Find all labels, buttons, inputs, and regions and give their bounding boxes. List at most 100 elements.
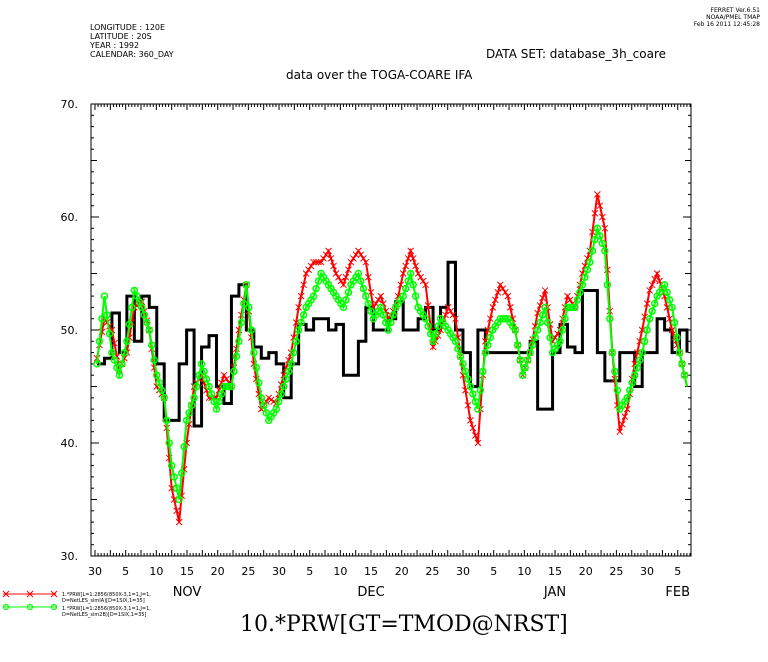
- red-x-marker: [596, 202, 604, 210]
- green-circle-marker: [568, 303, 577, 312]
- green-circle-marker: [613, 386, 622, 395]
- red-x-marker: [355, 247, 362, 255]
- metadata-block: LONGITUDE : 120E LATITUDE : 20S YEAR : 1…: [90, 23, 174, 59]
- red-x-marker: [111, 339, 118, 347]
- green-circle-marker: [541, 303, 549, 312]
- green-circle-marker: [182, 416, 191, 425]
- green-circle-marker: [150, 356, 159, 364]
- red-x-marker: [668, 326, 676, 334]
- red-x-marker: [407, 247, 415, 255]
- x-tick-label: 10: [333, 565, 347, 578]
- green-circle-marker: [464, 375, 472, 383]
- red-x-marker: [452, 315, 459, 323]
- green-circle-marker: [262, 409, 271, 417]
- green-circle-marker: [212, 405, 221, 413]
- green-circle-marker: [123, 337, 131, 346]
- green-circle-marker: [531, 333, 539, 342]
- green-circle-marker: [110, 356, 119, 364]
- green-circle-marker: [252, 363, 261, 372]
- green-circle-marker: [140, 311, 149, 319]
- red-x-marker: [337, 277, 345, 285]
- red-x-marker: [307, 262, 315, 270]
- green-circle-marker: [421, 314, 430, 323]
- red-x-marker: [648, 281, 656, 289]
- green-circle-marker: [469, 390, 477, 398]
- meta-calendar: CALENDAR: 360_DAY: [90, 50, 174, 59]
- green-circle-marker: [284, 367, 293, 376]
- green-circle-marker: [384, 326, 393, 334]
- green-circle-marker: [424, 322, 432, 330]
- red-x-marker: [486, 315, 494, 323]
- green-circle-marker: [511, 326, 519, 334]
- green-circle-marker: [205, 382, 213, 391]
- green-circle-marker: [312, 284, 320, 293]
- green-circle-marker: [556, 337, 564, 346]
- red-x-marker: [417, 273, 424, 281]
- ferret-version: FERRET Ver.6.51: [710, 7, 760, 14]
- green-circle-marker: [640, 337, 649, 346]
- green-circle-marker: [95, 337, 104, 346]
- green-circle-marker: [635, 356, 644, 364]
- red-x-marker: [594, 191, 601, 198]
- red-x-marker: [404, 255, 412, 262]
- green-circle-marker: [628, 378, 636, 387]
- red-x-marker: [377, 292, 385, 300]
- red-x-marker: [651, 275, 658, 283]
- red-x-marker: [489, 304, 497, 311]
- green-circle-marker: [143, 318, 151, 327]
- red-x-marker: [539, 294, 546, 302]
- green-circle-marker: [578, 281, 587, 289]
- x-tick-label: 5: [122, 565, 129, 578]
- red-x-marker: [295, 304, 302, 311]
- x-tick-label: 20: [579, 565, 593, 578]
- green-circle-marker: [434, 322, 442, 330]
- green-circle-marker: [299, 311, 308, 319]
- green-circle-marker: [197, 360, 206, 368]
- green-circle-marker: [255, 378, 263, 387]
- green-circle-marker: [399, 292, 407, 300]
- green-circle-marker: [561, 314, 569, 323]
- red-x-marker: [414, 270, 422, 277]
- red-x-marker: [330, 262, 337, 270]
- red-x-marker: [566, 296, 574, 304]
- green-circle-marker: [230, 367, 238, 376]
- legend-red-marker: [50, 590, 58, 598]
- green-circle-marker: [633, 363, 641, 372]
- green-circle-marker: [108, 348, 116, 357]
- green-circle-marker: [411, 292, 420, 300]
- series-black-step: [97, 260, 689, 428]
- red-x-marker: [444, 304, 452, 311]
- meta-latitude: LATITUDE : 20S: [90, 32, 152, 41]
- green-circle-marker: [479, 367, 487, 376]
- green-circle-marker: [279, 382, 288, 391]
- red-x-marker: [322, 251, 330, 259]
- green-circle-marker: [339, 303, 348, 312]
- green-circle-marker: [466, 382, 475, 391]
- month-label: DEC: [357, 585, 384, 600]
- green-circle-marker: [583, 265, 592, 274]
- red-x-marker: [643, 300, 651, 307]
- green-circle-marker: [576, 288, 584, 297]
- green-circle-marker: [190, 394, 198, 402]
- green-circle-marker: [210, 397, 218, 406]
- green-circle-marker: [342, 296, 350, 304]
- green-circle-marker: [247, 326, 256, 334]
- red-x-marker: [646, 287, 654, 294]
- green-circle-marker: [242, 281, 251, 289]
- green-circle-marker: [217, 390, 226, 398]
- x-tick-label: 5: [306, 565, 313, 578]
- green-circle-marker: [344, 288, 353, 297]
- green-circle-marker: [152, 371, 161, 379]
- green-circle-marker: [484, 341, 492, 349]
- green-circle-marker: [93, 360, 101, 368]
- legend-green-line2: D=NetLES_sim2B)[D=1SIX,1=35]: [62, 612, 147, 618]
- green-circle-marker: [591, 235, 599, 244]
- red-x-marker: [342, 273, 350, 281]
- legend-green-line1: 1.*PRW[L=1:2856(850X-3,1=1,J=1,: [62, 606, 151, 612]
- red-x-marker: [312, 258, 320, 266]
- red-x-marker: [591, 209, 599, 217]
- green-circle-marker: [115, 371, 124, 379]
- red-x-marker: [616, 428, 624, 436]
- green-circle-marker: [680, 371, 689, 379]
